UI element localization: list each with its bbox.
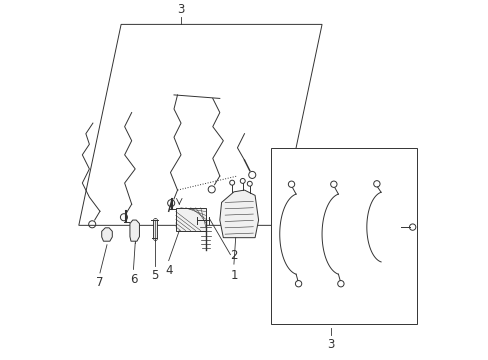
Text: 3: 3 xyxy=(326,338,334,351)
Text: 1: 1 xyxy=(230,269,237,282)
Polygon shape xyxy=(175,208,205,231)
Polygon shape xyxy=(79,24,322,225)
Polygon shape xyxy=(102,228,112,241)
Polygon shape xyxy=(270,148,416,324)
Polygon shape xyxy=(220,190,258,238)
Text: 5: 5 xyxy=(151,269,158,282)
Text: 7: 7 xyxy=(96,276,103,289)
Polygon shape xyxy=(130,220,139,241)
Text: 4: 4 xyxy=(164,264,172,277)
Text: 6: 6 xyxy=(129,273,137,286)
Text: 3: 3 xyxy=(177,3,184,15)
Text: 2: 2 xyxy=(230,249,237,262)
